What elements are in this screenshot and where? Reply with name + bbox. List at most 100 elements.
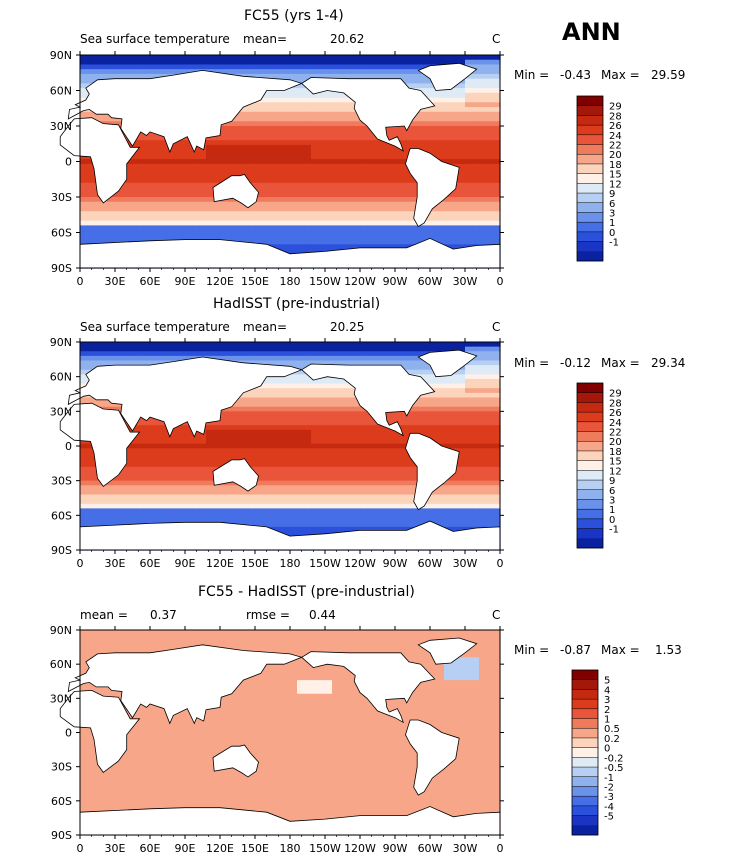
- sst-cell: [129, 154, 137, 160]
- sst-cell: [458, 149, 466, 155]
- sst-cell: [479, 154, 487, 160]
- sst-cell: [227, 411, 235, 417]
- sst-cell: [360, 355, 368, 362]
- sst-cell: [493, 130, 501, 137]
- sst-cell: [262, 55, 270, 61]
- sst-cell: [227, 168, 235, 174]
- sst-cell: [150, 163, 158, 170]
- sst-cell: [374, 197, 382, 203]
- sst-cell: [297, 480, 305, 486]
- sst-cell: [493, 489, 501, 496]
- sst-cell: [227, 355, 235, 362]
- sst-cell: [395, 494, 403, 500]
- sst-cell: [234, 443, 242, 449]
- sst-cell: [129, 494, 137, 500]
- sst-cell: [493, 476, 501, 482]
- sst-cell: [101, 239, 109, 245]
- sst-cell: [94, 239, 102, 245]
- sst-cell: [325, 434, 333, 440]
- sst-cell: [150, 355, 158, 362]
- sst-cell: [234, 154, 242, 160]
- sst-cell: [157, 503, 165, 509]
- sst-cell: [213, 355, 221, 362]
- sst-cell: [164, 55, 172, 61]
- sst-cell: [318, 425, 326, 431]
- sst-cell: [297, 97, 305, 103]
- sst-cell: [493, 225, 501, 231]
- sst-cell: [129, 476, 137, 482]
- sst-cell: [297, 121, 305, 127]
- sst-cell: [290, 244, 298, 250]
- sst-cell: [269, 466, 277, 473]
- sst-cell: [164, 182, 172, 189]
- sst-cell: [486, 383, 494, 389]
- sst-cell: [255, 121, 263, 127]
- sst-cell: [395, 197, 403, 203]
- sst-cell: [248, 55, 256, 61]
- colorbar-swatch: [577, 144, 603, 155]
- sst-cell: [269, 206, 277, 212]
- sst-cell: [318, 351, 326, 357]
- sst-cell: [185, 173, 193, 179]
- sst-cell: [227, 234, 235, 241]
- sst-cell: [332, 360, 340, 366]
- sst-cell: [493, 355, 501, 362]
- sst-cell: [262, 429, 270, 436]
- sst-cell: [395, 154, 403, 160]
- sst-cell: [493, 494, 501, 500]
- sst-cell: [283, 346, 291, 352]
- sst-cell: [283, 225, 291, 231]
- sst-cell: [227, 135, 235, 141]
- sst-cell: [325, 499, 333, 505]
- sst-cell: [430, 92, 438, 99]
- sst-cell: [374, 346, 382, 352]
- sst-cell: [269, 126, 277, 132]
- sst-cell: [283, 351, 291, 357]
- sst-cell: [115, 201, 123, 208]
- sst-cell: [346, 126, 354, 132]
- sst-cell: [220, 215, 228, 222]
- sst-cell: [325, 392, 333, 399]
- sst-cell: [388, 59, 396, 66]
- sst-cell: [276, 360, 284, 366]
- sst-cell: [367, 55, 375, 61]
- sst-cell: [220, 55, 228, 61]
- sst-cell: [437, 206, 445, 212]
- sst-cell: [150, 73, 158, 80]
- sst-cell: [402, 494, 410, 500]
- sst-cell: [444, 135, 452, 141]
- sst-cell: [80, 64, 88, 70]
- sst-cell: [465, 126, 473, 132]
- sst-cell: [283, 97, 291, 103]
- sst-cell: [479, 383, 487, 389]
- sst-cell: [395, 211, 403, 217]
- sst-cell: [276, 201, 284, 208]
- sst-cell: [192, 234, 200, 241]
- sst-cell: [479, 420, 487, 426]
- sst-cell: [241, 159, 249, 165]
- sst-cell: [437, 383, 445, 389]
- sst-cell: [157, 346, 165, 352]
- sst-cell: [395, 64, 403, 70]
- sst-cell: [360, 69, 368, 75]
- sst-cell: [402, 499, 410, 505]
- sst-cell: [241, 140, 249, 146]
- sst-cell: [157, 173, 165, 179]
- sst-cell: [479, 494, 487, 500]
- sst-cell: [472, 388, 480, 394]
- sst-cell: [227, 201, 235, 208]
- sst-cell: [311, 378, 319, 385]
- sst-cell: [367, 448, 375, 454]
- sst-cell: [157, 494, 165, 500]
- sst-cell: [458, 471, 466, 477]
- sst-cell: [318, 173, 326, 179]
- sst-cell: [318, 220, 326, 226]
- sst-cell: [157, 443, 165, 449]
- sst-cell: [332, 140, 340, 146]
- sst-cell: [437, 55, 445, 61]
- sst-cell: [115, 192, 123, 198]
- sst-cell: [87, 457, 95, 463]
- sst-cell: [304, 425, 312, 431]
- sst-cell: [325, 135, 333, 141]
- sst-cell: [416, 121, 424, 127]
